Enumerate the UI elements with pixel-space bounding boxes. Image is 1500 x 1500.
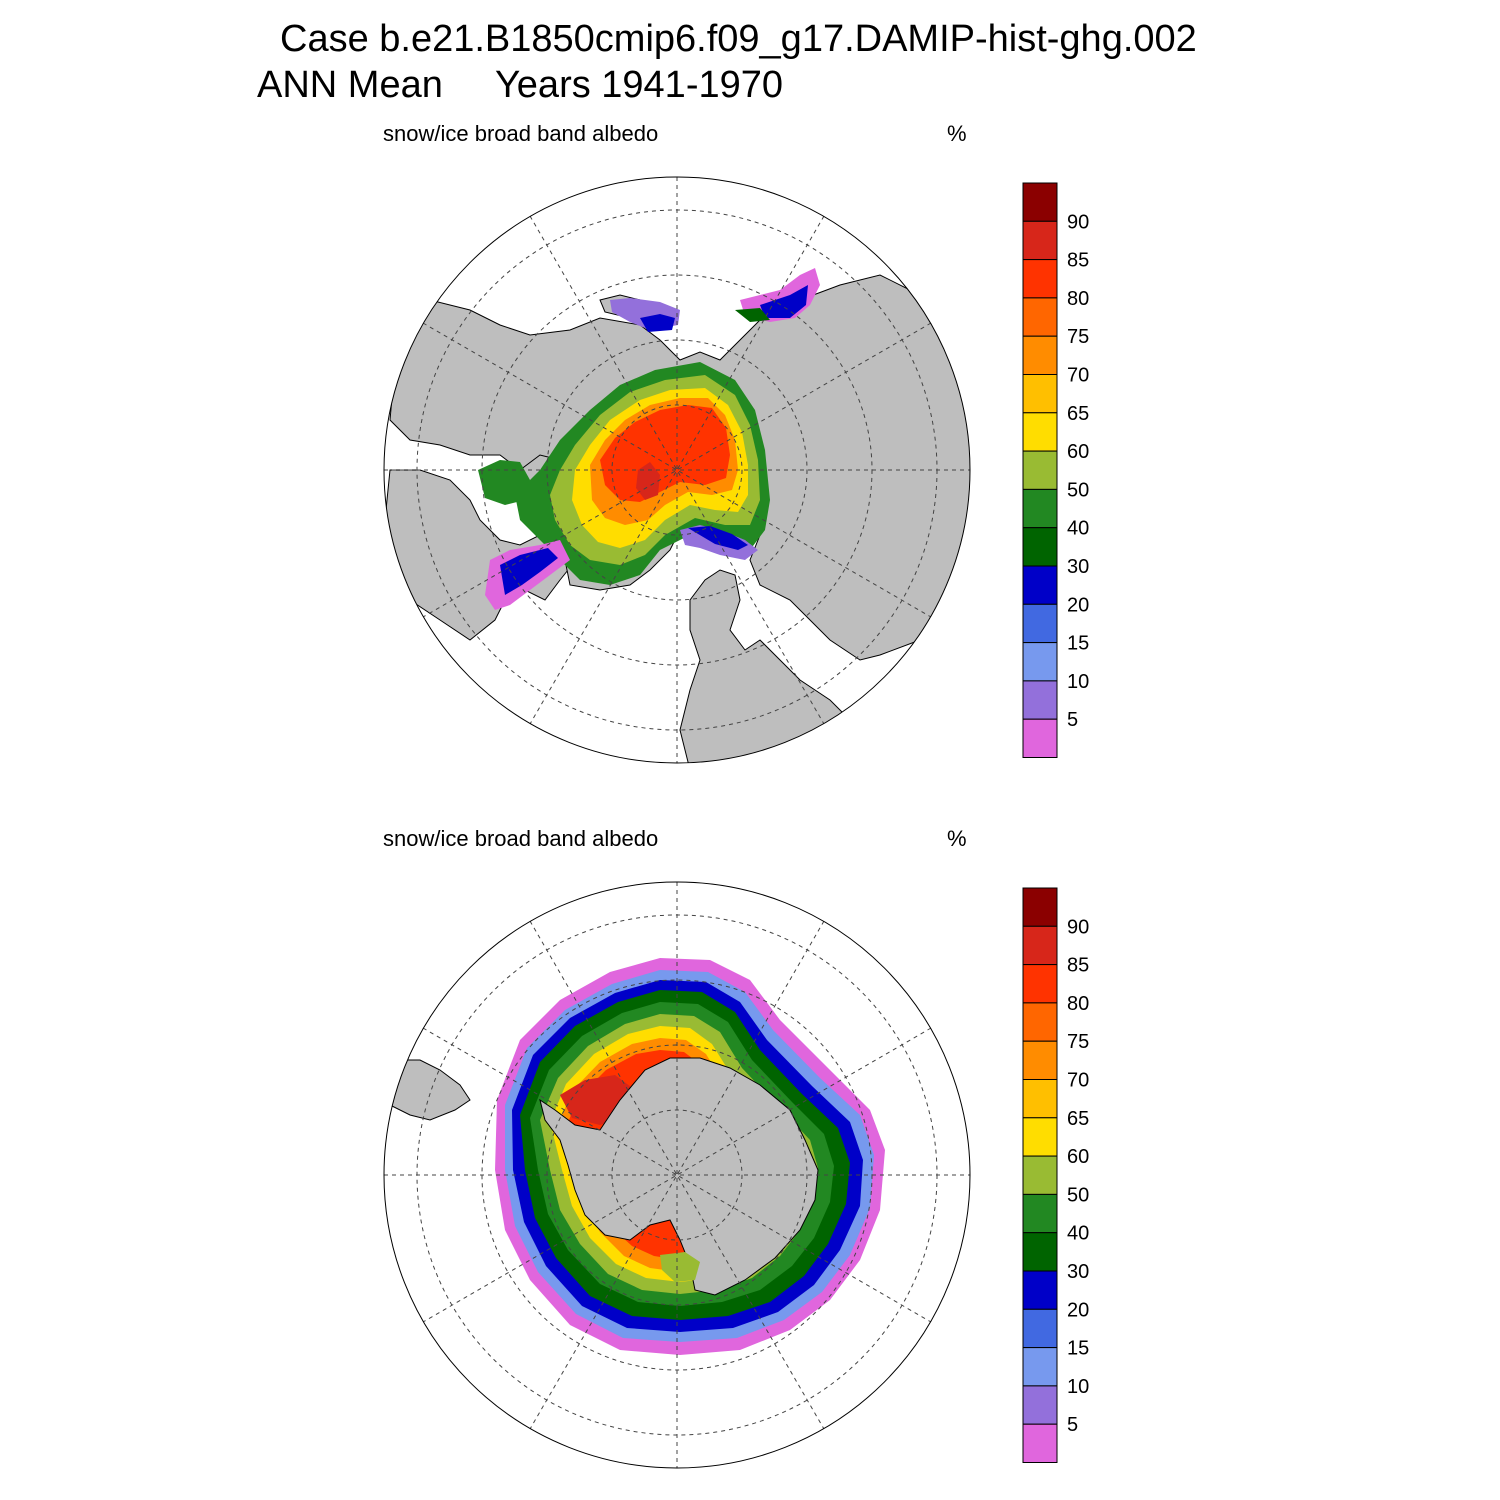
north-colorbar-tick-label: 10 xyxy=(1067,671,1089,693)
south-colorbar-box xyxy=(1022,1232,1058,1272)
south-colorbar-tick-label: 90 xyxy=(1067,916,1089,938)
south-colorbar-box xyxy=(1022,925,1058,966)
north-colorbar-box xyxy=(1022,412,1058,452)
north-colorbar-tick-label: 30 xyxy=(1067,556,1089,578)
north-colorbar-box xyxy=(1022,718,1058,759)
north-colorbar-box xyxy=(1022,335,1058,376)
north-units-label: % xyxy=(947,121,967,146)
north-colorbar-tick-label: 80 xyxy=(1067,288,1089,310)
south-colorbar-box xyxy=(1022,1002,1058,1042)
north-sea-ice xyxy=(478,268,820,610)
north-colorbar-box xyxy=(1022,488,1058,529)
south-colorbar-box xyxy=(1022,964,1058,1004)
north-colorbar-box xyxy=(1022,527,1058,567)
north-colorbar-tick-label: 60 xyxy=(1067,441,1089,463)
south-colorbar-tick-label: 75 xyxy=(1067,1031,1089,1053)
south-america-land xyxy=(384,1059,471,1121)
north-colorbar-tick-label: 20 xyxy=(1067,594,1089,616)
south-colorbar-box xyxy=(1022,887,1058,927)
south-units-label: % xyxy=(947,826,967,851)
north-colorbar-tick-label: 5 xyxy=(1067,709,1078,731)
south-variable-label: snow/ice broad band albedo xyxy=(383,826,659,851)
north-colorbar-tick-label: 65 xyxy=(1067,403,1089,425)
south-graticule xyxy=(384,882,970,1468)
south-colorbar-tick-label: 15 xyxy=(1067,1338,1089,1360)
north-colorbar-tick-label: 90 xyxy=(1067,211,1089,233)
north-colorbar-tick-label: 85 xyxy=(1067,250,1089,272)
north-colorbar-box xyxy=(1022,603,1058,644)
north-colorbar-tick-label: 75 xyxy=(1067,326,1089,348)
south-colorbar-tick-label: 50 xyxy=(1067,1184,1089,1206)
south-colorbar-box xyxy=(1022,1347,1058,1387)
north-variable-label: snow/ice broad band albedo xyxy=(383,121,659,146)
north-colorbar-box xyxy=(1022,680,1058,720)
north-colorbar-box xyxy=(1022,220,1058,261)
south-colorbar-tick-label: 65 xyxy=(1067,1108,1089,1130)
south-colorbar-tick-label: 40 xyxy=(1067,1223,1089,1245)
north-colorbar-tick-label: 15 xyxy=(1067,633,1089,655)
case-title: Case b.e21.B1850cmip6.f09_g17.DAMIP-hist… xyxy=(280,18,1197,60)
north-colorbar-box xyxy=(1022,450,1058,490)
north-map-border xyxy=(383,176,971,764)
antarctica-land xyxy=(539,1057,819,1296)
north-colorbar-box xyxy=(1022,259,1058,299)
south-colorbar-box xyxy=(1022,1117,1058,1157)
south-colorbar-tick-label: 20 xyxy=(1067,1299,1089,1321)
north-colorbar-tick-label: 50 xyxy=(1067,479,1089,501)
south-colorbar-box xyxy=(1022,1423,1058,1463)
south-colorbar-tick-label: 60 xyxy=(1067,1146,1089,1168)
south-colorbar-tick-label: 10 xyxy=(1067,1376,1089,1398)
south-colorbar-tick-label: 80 xyxy=(1067,993,1089,1015)
south-colorbar-box xyxy=(1022,1308,1058,1349)
period-title: ANN Mean Years 1941-1970 xyxy=(257,64,784,106)
south-map-border xyxy=(383,881,971,1469)
south-colorbar-box xyxy=(1022,1040,1058,1080)
south-colorbar-box xyxy=(1022,1079,1058,1119)
north-colorbar-box xyxy=(1022,374,1058,414)
north-colorbar-box xyxy=(1022,182,1058,222)
south-colorbar-tick-label: 30 xyxy=(1067,1261,1089,1283)
south-colorbar-tick-label: 70 xyxy=(1067,1070,1089,1092)
south-colorbar-tick-label: 5 xyxy=(1067,1414,1078,1436)
north-colorbar-tick-label: 70 xyxy=(1067,365,1089,387)
south-colorbar-box xyxy=(1022,1193,1058,1234)
south-colorbar-tick-label: 85 xyxy=(1067,955,1089,977)
north-colorbar-box xyxy=(1022,565,1058,605)
ross-sea-patch xyxy=(660,1252,700,1282)
north-colorbar-tick-label: 40 xyxy=(1067,518,1089,540)
north-graticule xyxy=(384,177,970,763)
south-colorbar-box xyxy=(1022,1270,1058,1310)
south-colorbar-box xyxy=(1022,1385,1058,1425)
south-colorbar-box xyxy=(1022,1155,1058,1195)
north-colorbar-box xyxy=(1022,297,1058,337)
north-colorbar-box xyxy=(1022,642,1058,682)
